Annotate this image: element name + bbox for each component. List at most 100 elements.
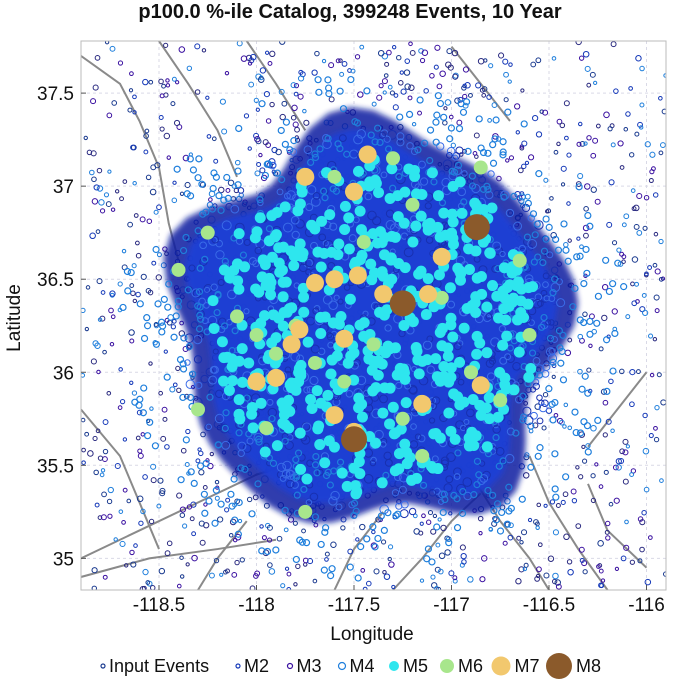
input-event-point	[472, 151, 478, 156]
input-event-point	[129, 338, 135, 344]
input-event-point	[179, 506, 186, 513]
m4-point	[336, 458, 345, 466]
m7-point	[432, 247, 451, 266]
m4-point	[123, 267, 132, 276]
cloud-ring	[215, 239, 223, 248]
m4-point	[468, 172, 477, 180]
m6-point	[405, 197, 420, 212]
m5-point	[481, 347, 493, 359]
input-event-point	[107, 169, 112, 174]
m4-point	[350, 499, 359, 507]
input-event-point	[587, 388, 593, 394]
cloud-ring	[193, 355, 203, 364]
m4-point	[551, 398, 559, 407]
m5-point	[227, 375, 239, 387]
m5-point	[444, 282, 456, 294]
m4-point	[195, 155, 203, 163]
m4-point	[160, 295, 168, 304]
input-event-point	[452, 578, 458, 584]
input-event-point	[302, 108, 307, 114]
legend-label: M2	[244, 656, 269, 676]
input-event-point	[515, 578, 522, 585]
m4-point	[311, 461, 320, 469]
m4-point	[396, 113, 404, 121]
input-event-point	[278, 88, 285, 95]
input-event-point	[123, 563, 129, 568]
m5-point	[367, 228, 379, 240]
input-event-point	[520, 529, 528, 536]
input-event-point	[520, 88, 525, 93]
input-event-point	[641, 293, 647, 298]
input-event-point	[567, 238, 572, 243]
m6-point	[464, 365, 478, 380]
m4-point	[468, 182, 477, 190]
m5-point	[400, 397, 412, 409]
input-event-point	[452, 73, 459, 80]
input-event-point	[411, 122, 417, 127]
cloud-ring	[322, 139, 332, 149]
m4-point	[611, 329, 619, 338]
m4-point	[389, 184, 397, 192]
cloud-ring	[417, 434, 426, 443]
input-event-point	[643, 486, 650, 493]
input-event-point	[430, 528, 437, 535]
input-event-point	[647, 265, 653, 270]
m4-point	[432, 138, 440, 146]
input-event-point	[240, 55, 248, 62]
m5-point	[226, 353, 238, 365]
m5-point	[385, 254, 397, 266]
m4-point	[185, 342, 194, 351]
m4-point	[419, 481, 428, 489]
input-event-point	[563, 402, 569, 408]
cloud-ring	[456, 483, 466, 494]
m4-point	[529, 210, 538, 218]
input-event-point	[542, 109, 549, 116]
input-event-point	[224, 70, 230, 76]
m4-point	[265, 225, 274, 233]
m4-point	[459, 487, 467, 496]
m4-point	[594, 416, 602, 425]
m4-point	[423, 555, 431, 563]
cloud-ring	[518, 244, 526, 253]
input-event-point	[519, 145, 525, 151]
input-event-point	[464, 82, 471, 89]
input-event-point	[194, 89, 201, 95]
input-event-point	[503, 97, 509, 103]
input-event-point	[221, 128, 228, 135]
m4-point	[559, 376, 568, 384]
input-event-point	[132, 298, 138, 304]
input-event-point	[479, 87, 485, 93]
input-event-point	[237, 518, 243, 524]
input-event-point	[409, 50, 416, 56]
m7-point	[335, 329, 354, 348]
input-event-point	[269, 101, 275, 108]
input-event-point	[383, 73, 389, 78]
input-event-point	[622, 438, 629, 445]
m4-point	[326, 481, 334, 489]
input-event-point	[91, 198, 99, 205]
input-event-point	[590, 497, 597, 504]
cloud-ring	[362, 310, 369, 317]
m5-point	[471, 330, 483, 342]
m4-point	[554, 246, 563, 254]
m7-point	[345, 182, 363, 201]
m4-point	[281, 140, 289, 148]
input-event-point	[590, 152, 597, 159]
m4-point	[263, 160, 271, 168]
input-event-point	[355, 537, 360, 542]
m4-point	[256, 196, 264, 204]
input-event-point	[634, 131, 640, 137]
input-event-point	[598, 346, 604, 352]
input-event-point	[93, 469, 99, 476]
input-event-point	[656, 372, 662, 378]
input-event-point	[142, 568, 149, 576]
cloud-ring	[184, 359, 191, 366]
m4-point	[314, 76, 322, 84]
input-event-point	[559, 122, 566, 129]
input-event-point	[598, 568, 604, 574]
m5-point	[234, 413, 246, 425]
m4-point	[255, 435, 263, 443]
m5-point	[354, 205, 366, 217]
input-event-point	[488, 63, 494, 69]
m4-point	[426, 126, 435, 134]
